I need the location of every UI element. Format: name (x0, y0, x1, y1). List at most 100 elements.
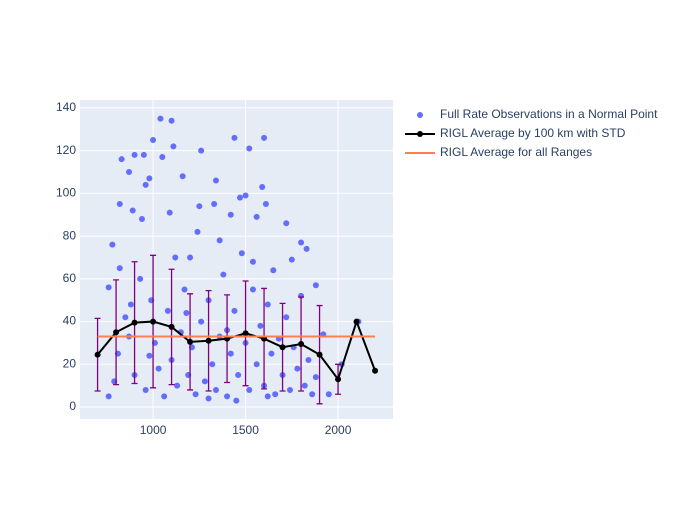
scatter-point (305, 357, 312, 364)
scatter-point (187, 254, 194, 261)
x-tick-label: 1000 (140, 423, 167, 437)
y-tick-label: 80 (63, 228, 77, 242)
scatter-point (183, 310, 190, 317)
scatter-point (309, 391, 316, 398)
y-tick-label: 20 (63, 356, 77, 370)
scatter-point (253, 361, 260, 368)
scatter-point (283, 314, 290, 321)
scatter-point (257, 322, 264, 329)
scatter-point (238, 250, 245, 257)
legend-symbol (417, 131, 423, 137)
line-marker (279, 344, 286, 351)
scatter-point (127, 301, 134, 308)
scatter-point (246, 145, 253, 152)
scatter-point (249, 286, 256, 293)
scatter-point (118, 156, 125, 163)
scatter-point (157, 115, 164, 122)
scatter-point (246, 386, 253, 393)
scatter-point (161, 393, 168, 400)
scatter-point (105, 393, 112, 400)
scatter-point (196, 203, 203, 210)
line-marker (316, 351, 323, 358)
scatter-point (155, 365, 162, 372)
scatter-point (140, 151, 147, 158)
line-marker (205, 337, 212, 344)
scatter-point (220, 271, 227, 278)
scatter-point (294, 365, 301, 372)
scatter-point (270, 267, 277, 274)
scatter-point (159, 154, 166, 161)
scatter-point (262, 201, 269, 208)
y-tick-label: 140 (56, 100, 76, 114)
plot-background (80, 100, 393, 419)
scatter-point (166, 209, 173, 216)
scatter-point (192, 391, 199, 398)
scatter-point (116, 265, 123, 272)
y-tick-label: 120 (56, 143, 76, 157)
scatter-point (212, 386, 219, 393)
scatter-point (170, 143, 177, 150)
scatter-point (168, 117, 175, 124)
scatter-point (126, 169, 133, 176)
scatter-point (325, 391, 332, 398)
scatter-point (174, 382, 181, 389)
scatter-point (264, 393, 271, 400)
y-tick-label: 40 (63, 314, 77, 328)
scatter-point (181, 286, 188, 293)
scatter-point (288, 256, 295, 263)
scatter-point (109, 241, 116, 248)
scatter-point (286, 386, 293, 393)
scatter-point (224, 393, 231, 400)
line-marker (298, 341, 305, 348)
scatter-point (301, 382, 308, 389)
scatter-point (231, 307, 238, 314)
line-marker (168, 323, 175, 330)
scatter-point (122, 314, 129, 321)
x-tick-label: 2000 (325, 423, 352, 437)
x-tick-label: 1500 (232, 423, 259, 437)
scatter-point (253, 213, 260, 220)
y-tick-label: 60 (63, 271, 77, 285)
scatter-point (259, 183, 266, 190)
legend-symbol (417, 112, 423, 118)
line-marker (242, 330, 249, 337)
scatter-point (131, 151, 138, 158)
line-marker (335, 376, 342, 383)
scatter-point (179, 173, 186, 180)
scatter-point (303, 245, 310, 252)
scatter-point (198, 318, 205, 325)
scatter-point (129, 207, 136, 214)
scatter-point (146, 175, 153, 182)
scatter-point (312, 374, 319, 381)
scatter-point (231, 134, 238, 141)
line-marker (150, 318, 157, 325)
scatter-point (312, 282, 319, 289)
line-marker (131, 319, 138, 326)
scatter-point (272, 391, 279, 398)
scatter-point (268, 350, 275, 357)
scatter-point (249, 258, 256, 265)
scatter-point (235, 371, 242, 378)
scatter-point (261, 134, 268, 141)
scatter-point (212, 177, 219, 184)
scatter-point (194, 228, 201, 235)
scatter-point (227, 211, 234, 218)
scatter-point (237, 194, 244, 201)
scatter-point (172, 254, 179, 261)
legend-label: RIGL Average by 100 km with STD (440, 126, 626, 140)
scatter-point (116, 201, 123, 208)
legend-label: Full Rate Observations in a Normal Point (440, 107, 658, 121)
scatter-point (198, 147, 205, 154)
scatter-point (264, 301, 271, 308)
scatter-point (242, 192, 249, 199)
y-tick-label: 100 (56, 186, 76, 200)
scatter-point (283, 220, 290, 227)
line-marker (187, 338, 194, 345)
scatter-point (205, 395, 212, 402)
scatter-point (137, 275, 144, 282)
scatter-point (142, 181, 149, 188)
scatter-point (105, 284, 112, 291)
scatter-point (142, 386, 149, 393)
scatter-point (227, 350, 234, 357)
